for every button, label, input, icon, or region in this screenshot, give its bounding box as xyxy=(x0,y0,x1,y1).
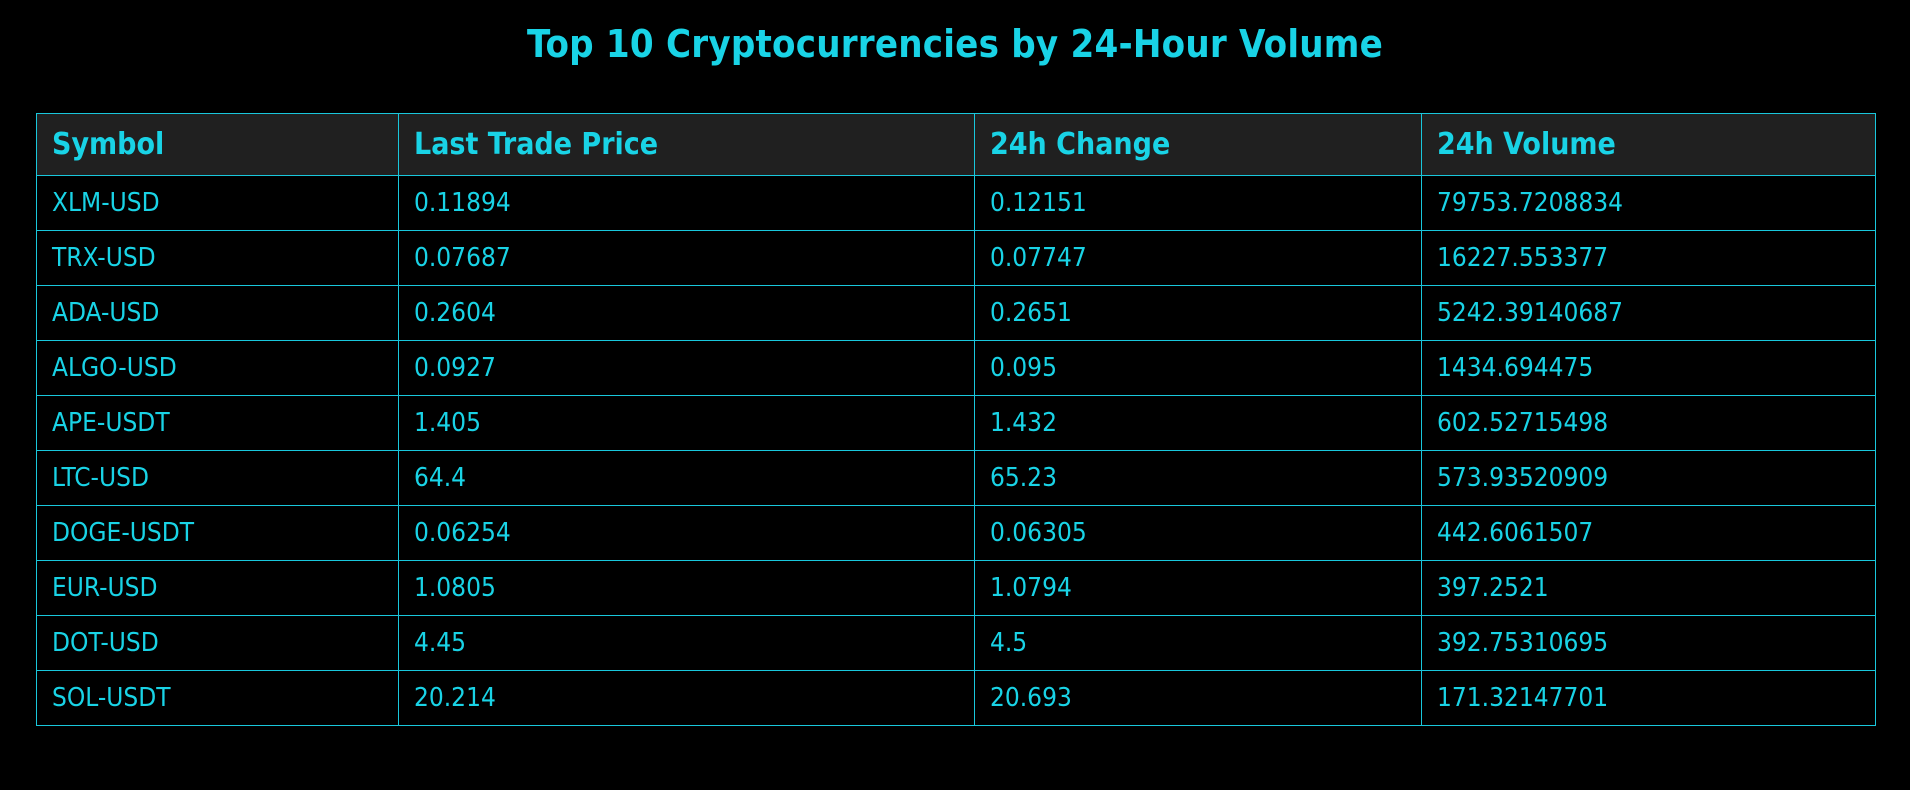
crypto-volume-table: Symbol Last Trade Price 24h Change 24h V… xyxy=(36,113,1876,726)
cell-24h-volume: 16227.553377 xyxy=(1421,230,1876,286)
cell-24h-change: 1.432 xyxy=(974,395,1422,451)
cell-24h-change: 1.0794 xyxy=(974,560,1422,616)
cell-symbol: APE-USDT xyxy=(36,395,399,451)
cell-24h-change: 0.2651 xyxy=(974,285,1422,341)
cell-last-trade-price: 4.45 xyxy=(398,615,975,671)
table-row: ALGO-USD 0.0927 0.095 1434.694475 xyxy=(36,340,1876,396)
cell-last-trade-price: 0.0927 xyxy=(398,340,975,396)
column-header-24h-change: 24h Change xyxy=(974,113,1422,176)
cell-24h-change: 0.07747 xyxy=(974,230,1422,286)
cell-24h-volume: 79753.7208834 xyxy=(1421,175,1876,231)
cell-last-trade-price: 0.07687 xyxy=(398,230,975,286)
cell-24h-change: 0.095 xyxy=(974,340,1422,396)
cell-24h-volume: 392.75310695 xyxy=(1421,615,1876,671)
cell-symbol: ALGO-USD xyxy=(36,340,399,396)
cell-24h-volume: 397.2521 xyxy=(1421,560,1876,616)
cell-24h-change: 20.693 xyxy=(974,670,1422,726)
cell-24h-change: 4.5 xyxy=(974,615,1422,671)
cell-symbol: DOGE-USDT xyxy=(36,505,399,561)
cell-symbol: LTC-USD xyxy=(36,450,399,506)
table-body: XLM-USD 0.11894 0.12151 79753.7208834 TR… xyxy=(36,175,1876,726)
column-header-24h-volume: 24h Volume xyxy=(1421,113,1876,176)
cell-last-trade-price: 1.405 xyxy=(398,395,975,451)
table-row: APE-USDT 1.405 1.432 602.52715498 xyxy=(36,395,1876,451)
cell-last-trade-price: 64.4 xyxy=(398,450,975,506)
table-row: SOL-USDT 20.214 20.693 171.32147701 xyxy=(36,670,1876,726)
crypto-volume-table-container: Symbol Last Trade Price 24h Change 24h V… xyxy=(36,113,1876,726)
cell-symbol: ADA-USD xyxy=(36,285,399,341)
table-row: EUR-USD 1.0805 1.0794 397.2521 xyxy=(36,560,1876,616)
cell-24h-change: 0.12151 xyxy=(974,175,1422,231)
cell-24h-volume: 442.6061507 xyxy=(1421,505,1876,561)
table-row: LTC-USD 64.4 65.23 573.93520909 xyxy=(36,450,1876,506)
cell-last-trade-price: 0.11894 xyxy=(398,175,975,231)
cell-24h-volume: 5242.39140687 xyxy=(1421,285,1876,341)
table-row: XLM-USD 0.11894 0.12151 79753.7208834 xyxy=(36,175,1876,231)
cell-24h-volume: 171.32147701 xyxy=(1421,670,1876,726)
cell-last-trade-price: 0.06254 xyxy=(398,505,975,561)
cell-24h-change: 65.23 xyxy=(974,450,1422,506)
cell-24h-change: 0.06305 xyxy=(974,505,1422,561)
column-header-last-trade-price: Last Trade Price xyxy=(398,113,975,176)
cell-last-trade-price: 1.0805 xyxy=(398,560,975,616)
cell-24h-volume: 1434.694475 xyxy=(1421,340,1876,396)
page-title: Top 10 Cryptocurrencies by 24-Hour Volum… xyxy=(526,22,1383,66)
cell-24h-volume: 573.93520909 xyxy=(1421,450,1876,506)
cell-symbol: DOT-USD xyxy=(36,615,399,671)
header-row: Symbol Last Trade Price 24h Change 24h V… xyxy=(36,113,1876,176)
table-row: TRX-USD 0.07687 0.07747 16227.553377 xyxy=(36,230,1876,286)
table-header: Symbol Last Trade Price 24h Change 24h V… xyxy=(36,113,1876,176)
cell-symbol: SOL-USDT xyxy=(36,670,399,726)
cell-symbol: XLM-USD xyxy=(36,175,399,231)
cell-24h-volume: 602.52715498 xyxy=(1421,395,1876,451)
cell-last-trade-price: 20.214 xyxy=(398,670,975,726)
cell-last-trade-price: 0.2604 xyxy=(398,285,975,341)
table-row: DOGE-USDT 0.06254 0.06305 442.6061507 xyxy=(36,505,1876,561)
column-header-symbol: Symbol xyxy=(36,113,399,176)
table-row: DOT-USD 4.45 4.5 392.75310695 xyxy=(36,615,1876,671)
cell-symbol: TRX-USD xyxy=(36,230,399,286)
cell-symbol: EUR-USD xyxy=(36,560,399,616)
table-row: ADA-USD 0.2604 0.2651 5242.39140687 xyxy=(36,285,1876,341)
